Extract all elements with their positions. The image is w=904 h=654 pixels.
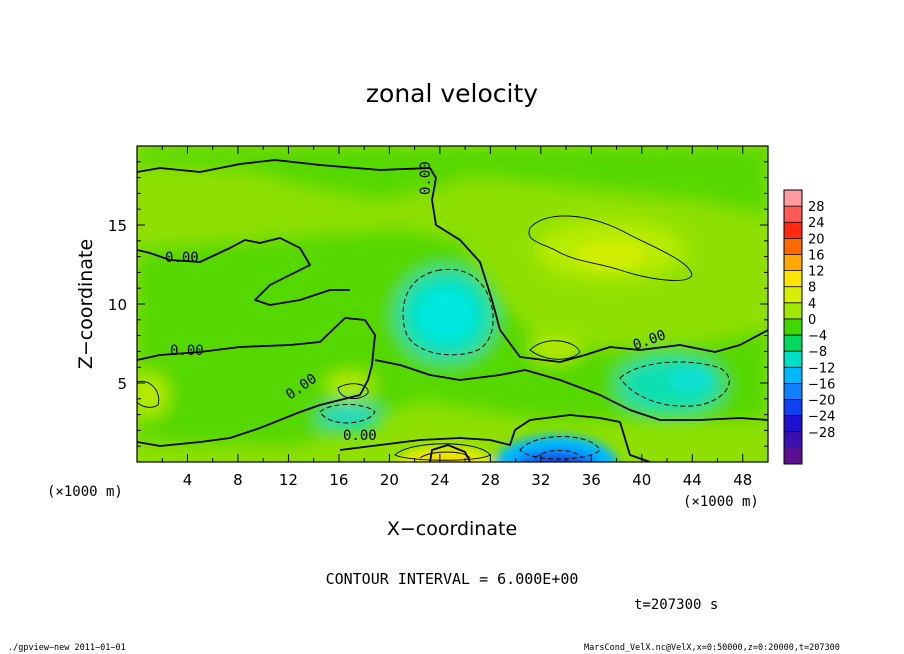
- y-tick-label: 15: [108, 217, 127, 235]
- colorbar-label: 16: [808, 248, 825, 263]
- colorbar-label: −8: [808, 345, 827, 360]
- x-tick-label: 20: [380, 471, 399, 489]
- x-axis: 4 8 12 16 20 24 28 32 36 40 44 48: [161, 146, 752, 489]
- x-tick-label: 8: [233, 471, 243, 489]
- colorbar-swatch: [784, 222, 802, 239]
- colorbar-swatch: [784, 270, 802, 288]
- colorbar-swatch: [784, 335, 802, 352]
- contour-label: 0.00: [418, 161, 434, 195]
- colorbar-swatch: [784, 190, 802, 207]
- x-tick-label: 40: [632, 471, 651, 489]
- colorbar-label: 12: [808, 265, 825, 280]
- colorbar-swatch: [784, 254, 802, 271]
- colorbar-swatch: [784, 415, 802, 433]
- x-tick-label: 4: [183, 471, 193, 489]
- footer-left: ./gpview−new 2011−01−01: [8, 643, 126, 653]
- y-axis: 5 10 15: [108, 161, 768, 447]
- colorbar-label: 24: [808, 216, 825, 231]
- colorbar-swatch: [784, 302, 802, 320]
- colorbar-label: 8: [808, 281, 816, 296]
- x-tick-label: 48: [733, 471, 752, 489]
- contour-label: 0.00: [343, 428, 377, 444]
- colorbar-swatch: [784, 431, 802, 449]
- colorbar-swatch: [784, 206, 802, 223]
- x-tick-label: 32: [531, 471, 550, 489]
- colorbar-swatch: [784, 399, 802, 416]
- colorbar-swatch: [784, 447, 802, 465]
- plot-area: 0.000.000.000.000.000.00: [137, 146, 768, 462]
- colorbar-label: −20: [808, 394, 835, 409]
- chart-title: zonal velocity: [366, 79, 538, 108]
- colorbar-swatch: [784, 238, 802, 255]
- contour-label: 0.00: [165, 250, 199, 266]
- colorbar-label: −16: [808, 377, 835, 392]
- colorbar-frame: [783, 189, 803, 465]
- colorbar-swatch: [784, 351, 802, 368]
- colorbar-label: −28: [808, 426, 835, 441]
- colorbar-label: −24: [808, 410, 835, 425]
- x-unit-right: (×1000 m): [683, 494, 759, 510]
- x-tick-label: 44: [683, 471, 702, 489]
- y-tick-label: 10: [108, 296, 127, 314]
- x-tick-label: 16: [329, 471, 348, 489]
- colorbar-swatch: [784, 367, 802, 384]
- colorbar-label: −12: [808, 361, 835, 376]
- x-tick-label: 28: [481, 471, 500, 489]
- colorbar-label: 28: [808, 200, 825, 215]
- colorbar-swatch: [784, 318, 802, 336]
- contour-interval: CONTOUR INTERVAL = 6.000E+00: [326, 570, 579, 588]
- colorbar-label: 20: [808, 232, 825, 247]
- colorbar-label: 4: [808, 297, 816, 312]
- colorbar-label: −4: [808, 329, 827, 344]
- colorbar-label: 0: [808, 313, 816, 328]
- x-axis-label: X−coordinate: [387, 518, 517, 540]
- y-axis-label: Z−coordinate: [75, 239, 97, 369]
- colorbar-swatch: [784, 286, 802, 304]
- x-tick-label: 12: [279, 471, 298, 489]
- time-label: t=207300 s: [634, 597, 718, 613]
- y-tick-label: 5: [117, 375, 127, 393]
- colorbar-swatch: [784, 383, 802, 400]
- x-unit-left: (×1000 m): [47, 484, 123, 500]
- contour-label: 0.00: [170, 343, 204, 359]
- x-tick-label: 36: [582, 471, 601, 489]
- x-tick-label: 24: [430, 471, 449, 489]
- footer-right: MarsCond_VelX.nc@VelX,x=0:50000,z=0:2000…: [584, 643, 840, 653]
